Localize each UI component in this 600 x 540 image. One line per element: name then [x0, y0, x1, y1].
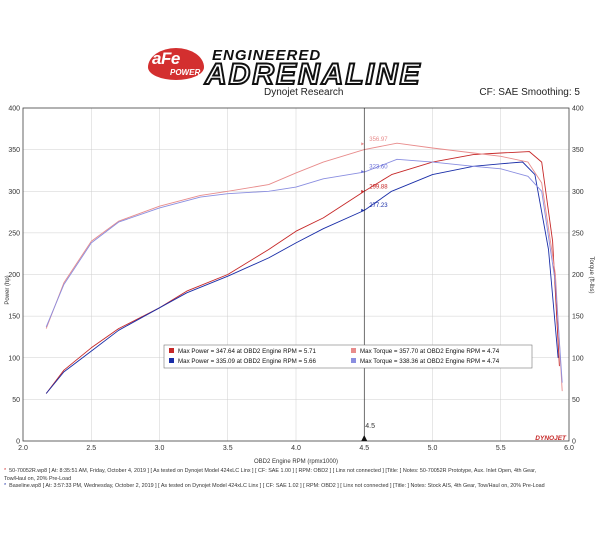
legend-box	[163, 344, 533, 369]
y-axis-label: Power (hp)	[5, 275, 11, 304]
y2-axis-label: Torque (ft-lbs)	[588, 256, 594, 293]
y2-tick-label: 400	[572, 106, 584, 113]
y2-tick-labels: 0 50 100 150 200 250 300 350 400	[572, 106, 584, 446]
run-notes: * 50-70052R.wp8 [ At: 8:35:51 AM, Friday…	[4, 468, 545, 489]
logo-power-text: POWER	[170, 68, 201, 77]
y-tick-label: 0	[16, 439, 20, 446]
x-tick-label: 6.0	[564, 445, 574, 452]
y-tick-label: 50	[12, 397, 20, 404]
cursor-point	[361, 170, 365, 174]
y-tick-label: 100	[8, 355, 20, 362]
run-note-2: Baseline.wp8 [ At: 3:57:33 PM, Wednesday…	[9, 483, 545, 489]
cursor-marker[interactable]	[361, 435, 368, 441]
x-tick-label: 5.0	[428, 445, 438, 452]
cursor-value-label: 277.23	[369, 203, 388, 209]
y2-tick-label: 300	[572, 189, 584, 196]
x-tick-label: 5.5	[496, 445, 506, 452]
header: aFe POWER ENGINEERED ADRENALINE Dynojet …	[0, 0, 600, 100]
x-tick-label: 3.0	[155, 445, 165, 452]
y2-tick-label: 0	[572, 439, 576, 446]
y-tick-label: 400	[8, 106, 20, 113]
x-tick-label: 2.0	[18, 445, 28, 452]
y-tick-label: 150	[8, 314, 20, 321]
dynojet-mark: DYNOJET	[535, 435, 567, 442]
y2-tick-label: 100	[572, 355, 584, 362]
y-tick-label: 200	[8, 272, 20, 279]
y2-tick-label: 350	[572, 147, 584, 154]
y2-tick-label: 250	[572, 230, 584, 237]
legend-swatch	[169, 348, 174, 353]
dyno-chart: 2.0 2.5 3.0 3.5 4.0 4.5 5.0 5.5 6.0 0 50 100 150 200…	[5, 106, 594, 466]
x-tick-label: 2.5	[86, 445, 96, 452]
chart-series	[45, 142, 563, 394]
cursor-value-label: 299.88	[369, 184, 388, 190]
series-line-power-2	[45, 161, 559, 394]
x-tick-labels: 2.0 2.5 3.0 3.5 4.0 4.5 5.0 5.5 6.0	[18, 445, 574, 452]
chart-grid	[22, 107, 570, 442]
x-axis-label: OBD2 Engine RPM (rpmx1000)	[254, 459, 338, 465]
x-tick-label: 4.5	[359, 445, 369, 452]
series-line-torque-3	[45, 142, 563, 392]
cursor-rpm-label: 4.5	[365, 423, 375, 430]
legend-swatch	[351, 348, 356, 353]
y-tick-label: 250	[8, 230, 20, 237]
y2-tick-label: 200	[572, 272, 584, 279]
brand-title: ADRENALINE	[204, 57, 422, 92]
y2-tick-label: 50	[572, 397, 580, 404]
legend-swatch	[351, 358, 356, 363]
y-tick-labels: 0 50 100 150 200 250 300 350 400	[8, 106, 20, 446]
chart-subtitle: Dynojet Research	[264, 87, 344, 98]
plot-frame	[22, 107, 570, 442]
cursor-value-label: 356.97	[369, 137, 388, 143]
logo-afe-text: aFe	[152, 49, 180, 68]
x-tick-label: 3.5	[223, 445, 233, 452]
y-tick-label: 300	[8, 189, 20, 196]
cursor-point	[361, 142, 365, 146]
chart-settings: CF: SAE Smoothing: 5	[479, 87, 580, 98]
y2-tick-label: 150	[572, 314, 584, 321]
x-tick-label: 4.0	[291, 445, 301, 452]
chart-legend: Max Power = 347.64 at OBD2 Engine RPM = …	[163, 344, 533, 369]
cursor-point	[361, 189, 365, 193]
cursor-point	[361, 208, 365, 212]
legend-entry: Max Torque = 338.36 at OBD2 Engine RPM =…	[360, 358, 500, 365]
brand-tagline: ENGINEERED	[212, 47, 322, 64]
run-note-1-cont: Tow/Haul on, 20% Pre-Load	[4, 475, 72, 482]
cursor-value-label: 323.60	[369, 165, 388, 171]
legend-entry: Max Power = 335.09 at OBD2 Engine RPM = …	[178, 358, 316, 365]
legend-entry: Max Power = 347.64 at OBD2 Engine RPM = …	[178, 348, 316, 355]
run-note-1: 50-70052R.wp8 [ At: 8:35:51 AM, Friday, …	[9, 468, 537, 474]
rpm-cursor[interactable]: 4.5 356.97 323.60 299.88 277.23	[361, 108, 388, 441]
y-tick-label: 350	[8, 147, 20, 154]
series-line-power-1	[45, 151, 560, 394]
afe-logo	[148, 48, 204, 80]
legend-swatch	[169, 358, 174, 363]
legend-entry: Max Torque = 357.70 at OBD2 Engine RPM =…	[360, 348, 500, 355]
series-line-torque-4	[45, 158, 563, 383]
